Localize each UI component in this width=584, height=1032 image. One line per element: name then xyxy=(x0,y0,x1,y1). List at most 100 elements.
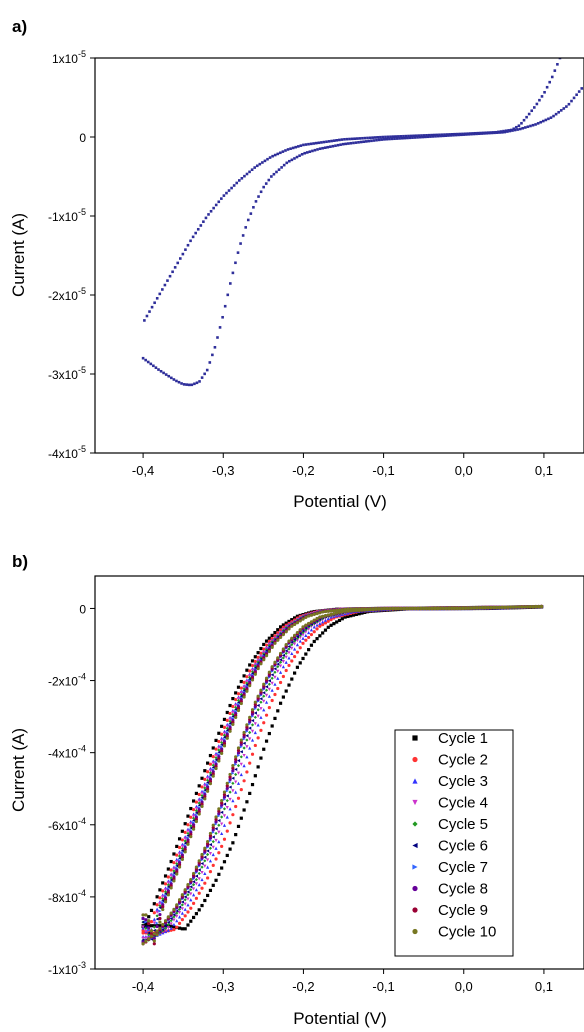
data-point xyxy=(221,315,224,319)
data-point xyxy=(220,738,224,743)
legend-entry: Cycle 8 xyxy=(438,881,488,898)
data-point xyxy=(273,630,277,635)
data-point xyxy=(194,791,199,796)
data-point xyxy=(245,734,249,738)
data-point xyxy=(253,715,257,719)
data-point xyxy=(416,136,419,139)
data-point xyxy=(312,142,315,145)
data-point xyxy=(209,209,213,213)
data-point xyxy=(172,913,176,917)
y-tick-label: -1x10-3 xyxy=(48,960,86,977)
data-point xyxy=(408,136,412,140)
data-point xyxy=(152,936,156,941)
data-point xyxy=(307,635,311,640)
data-point xyxy=(236,251,240,254)
data-point xyxy=(225,781,229,785)
data-point xyxy=(349,609,353,613)
data-point xyxy=(270,633,274,638)
data-point xyxy=(250,718,255,723)
data-point xyxy=(172,861,176,865)
data-point xyxy=(217,851,221,855)
data-point xyxy=(293,639,297,643)
data-point xyxy=(525,605,530,609)
data-point xyxy=(211,883,215,887)
data-point xyxy=(270,673,274,677)
data-point xyxy=(236,751,241,755)
data-point xyxy=(220,866,224,870)
data-point xyxy=(149,908,154,913)
data-point xyxy=(175,872,179,876)
data-point xyxy=(489,131,492,134)
data-point xyxy=(557,110,560,114)
data-point xyxy=(228,703,232,708)
data-point xyxy=(512,127,516,131)
data-point xyxy=(169,859,173,864)
data-point xyxy=(276,631,280,635)
data-point xyxy=(197,908,201,912)
legend: Cycle 1 Cycle 2 Cycle 3 Cycle 4 Cycle 5 Cycle… xyxy=(394,729,514,957)
data-point xyxy=(230,186,233,190)
data-point xyxy=(144,929,148,934)
legend-entry: Cycle 4 xyxy=(438,795,488,812)
data-point xyxy=(152,925,156,929)
data-point xyxy=(466,132,469,135)
legend-marker xyxy=(412,735,418,741)
data-point xyxy=(222,823,227,827)
data-point xyxy=(364,140,368,143)
data-point xyxy=(271,154,274,158)
data-point xyxy=(183,850,187,854)
data-point xyxy=(290,640,294,644)
data-point xyxy=(532,106,536,109)
data-point xyxy=(242,695,246,699)
data-point xyxy=(169,916,173,921)
data-point xyxy=(481,131,485,135)
panel-b-xlabel: Potential (V) xyxy=(293,1009,387,1028)
data-point xyxy=(307,614,311,618)
data-point xyxy=(312,625,316,629)
data-point xyxy=(242,688,246,693)
data-point xyxy=(264,685,269,689)
data-point xyxy=(281,647,285,651)
data-point xyxy=(290,158,294,162)
data-point xyxy=(242,753,246,758)
data-point xyxy=(382,607,386,611)
data-point xyxy=(250,678,255,682)
y-tick-mantissa: -4x10 xyxy=(48,747,78,761)
data-point xyxy=(152,364,155,368)
data-point xyxy=(202,220,205,223)
data-point xyxy=(287,656,291,660)
data-point xyxy=(278,664,283,668)
data-point xyxy=(419,607,423,611)
data-point xyxy=(354,141,358,144)
data-point xyxy=(214,827,218,831)
data-point xyxy=(276,665,280,669)
data-point xyxy=(290,636,294,640)
data-point xyxy=(321,623,325,627)
data-point xyxy=(321,146,324,150)
data-point xyxy=(259,646,263,651)
data-point xyxy=(197,784,201,788)
data-point xyxy=(438,606,443,611)
y-tick-exponent: -4 xyxy=(78,888,86,898)
data-point xyxy=(302,143,305,147)
legend-entry: Cycle 1 xyxy=(438,730,488,747)
data-point xyxy=(217,746,221,750)
data-point xyxy=(185,383,189,386)
data-point xyxy=(186,823,190,827)
data-point xyxy=(441,606,445,611)
data-point xyxy=(335,608,339,612)
data-point xyxy=(192,880,196,884)
data-point xyxy=(311,149,314,153)
data-point xyxy=(427,607,431,611)
data-point xyxy=(226,293,230,297)
data-point xyxy=(225,806,229,810)
data-point xyxy=(175,903,179,907)
data-point xyxy=(212,206,215,210)
data-point xyxy=(347,142,350,145)
data-point xyxy=(234,707,238,712)
data-point xyxy=(281,150,285,153)
data-point xyxy=(164,373,168,376)
data-point xyxy=(391,135,395,138)
data-point xyxy=(293,647,297,651)
data-point xyxy=(211,774,215,778)
